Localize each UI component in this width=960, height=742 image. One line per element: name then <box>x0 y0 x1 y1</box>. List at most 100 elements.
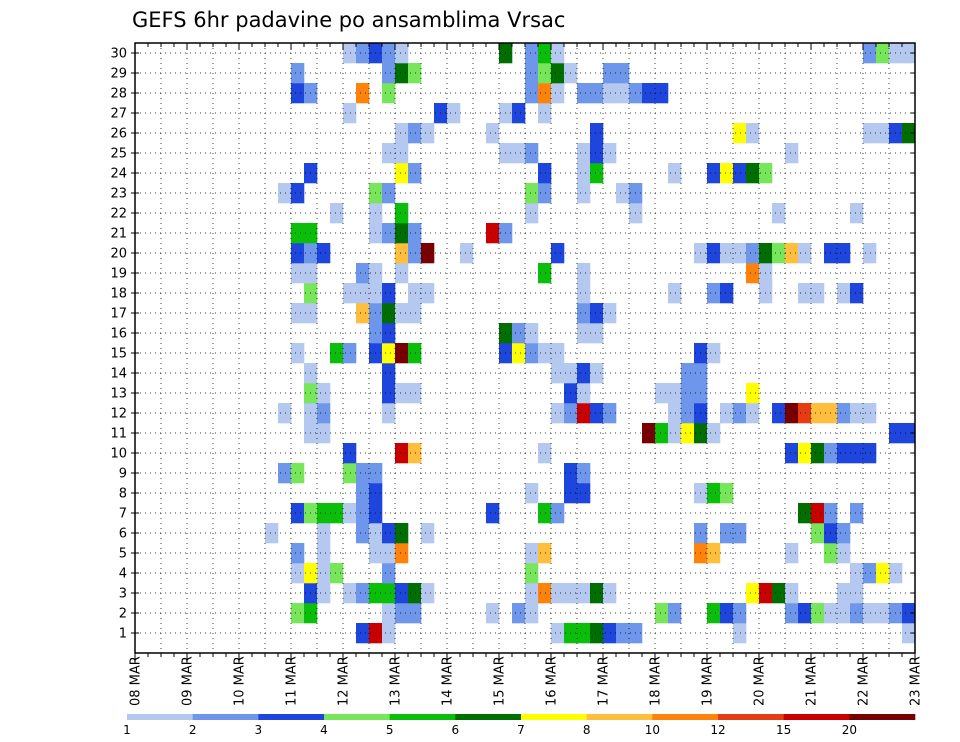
heatmap-cell <box>577 303 591 324</box>
heatmap-cell <box>577 583 591 604</box>
heatmap-cell <box>850 403 864 424</box>
heatmap-cell <box>291 83 305 104</box>
x-tick-label: 16 MAR <box>545 656 560 706</box>
heatmap-cell <box>798 503 812 524</box>
heatmap-cell <box>850 283 864 304</box>
heatmap-cell <box>538 183 552 204</box>
heatmap-cell <box>837 543 851 564</box>
heatmap-cell <box>291 603 305 624</box>
heatmap-cell <box>343 463 357 484</box>
heatmap-cell <box>577 323 591 344</box>
heatmap-cell <box>408 583 422 604</box>
heatmap-cell <box>538 163 552 184</box>
heatmap-cell <box>395 303 409 324</box>
y-tick-label: 2 <box>119 607 127 622</box>
legend-label: 15 <box>776 723 791 737</box>
heatmap-cell <box>317 423 331 444</box>
heatmap-cell <box>317 403 331 424</box>
heatmap-cell <box>811 403 825 424</box>
heatmap-cell <box>395 203 409 224</box>
heatmap-cell <box>343 443 357 464</box>
heatmap-cell <box>551 243 565 264</box>
heatmap-cell <box>317 383 331 404</box>
heatmap-cell <box>551 623 565 644</box>
heatmap-cell <box>356 523 370 544</box>
legend-label: 7 <box>517 723 525 737</box>
heatmap-cell <box>551 43 565 64</box>
heatmap-cell <box>642 423 656 444</box>
color-legend: 1 2 3 4 5 6 7 8 10 12 15 20 <box>123 714 916 737</box>
heatmap-cells <box>265 43 915 644</box>
heatmap-cell <box>785 443 799 464</box>
heatmap-cell <box>382 363 396 384</box>
heatmap-cell <box>525 603 539 624</box>
heatmap-cell <box>421 123 435 144</box>
y-tick-label: 20 <box>110 247 127 262</box>
legend-swatch <box>324 714 390 720</box>
heatmap-cell <box>746 383 760 404</box>
heatmap-cell <box>720 243 734 264</box>
legend-label: 2 <box>189 723 197 737</box>
heatmap-cell <box>863 603 877 624</box>
legend-swatch <box>521 714 587 720</box>
heatmap-cell <box>863 403 877 424</box>
heatmap-cell <box>512 103 526 124</box>
heatmap-cell <box>395 223 409 244</box>
heatmap-cell <box>395 163 409 184</box>
heatmap-cell <box>668 423 682 444</box>
heatmap-cell <box>850 443 864 464</box>
heatmap-cell <box>603 143 617 164</box>
heatmap-cell <box>577 383 591 404</box>
heatmap-cell <box>291 63 305 84</box>
heatmap-cell <box>551 63 565 84</box>
heatmap-cell <box>382 523 396 544</box>
heatmap-cell <box>408 243 422 264</box>
heatmap-cell <box>733 123 747 144</box>
heatmap-cell <box>525 203 539 224</box>
y-tick-label: 28 <box>110 87 127 102</box>
heatmap-cell <box>291 243 305 264</box>
y-tick-label: 14 <box>110 367 127 382</box>
heatmap-cell <box>876 123 890 144</box>
heatmap-cell <box>603 583 617 604</box>
heatmap-cell <box>382 303 396 324</box>
legend-label: 5 <box>386 723 394 737</box>
y-tick-label: 19 <box>110 267 127 282</box>
heatmap-cell <box>447 103 461 124</box>
x-tick-label: 22 MAR <box>857 656 872 706</box>
heatmap-cell <box>395 523 409 544</box>
heatmap-cell <box>343 503 357 524</box>
heatmap-cell <box>525 83 539 104</box>
heatmap-cell <box>551 503 565 524</box>
heatmap-cell <box>590 363 604 384</box>
heatmap-cell <box>590 143 604 164</box>
heatmap-cell <box>707 543 721 564</box>
y-tick-label: 22 <box>110 207 127 222</box>
legend-label: 3 <box>255 723 263 737</box>
heatmap-cell <box>486 503 500 524</box>
heatmap-cell <box>655 423 669 444</box>
heatmap-cell <box>382 223 396 244</box>
heatmap-cell <box>525 143 539 164</box>
heatmap-cell <box>811 443 825 464</box>
heatmap-cell <box>395 603 409 624</box>
heatmap-cell <box>837 283 851 304</box>
heatmap-cell <box>291 303 305 324</box>
heatmap-cell <box>551 363 565 384</box>
heatmap-cell <box>278 403 292 424</box>
heatmap-cell <box>343 583 357 604</box>
y-tick-label: 24 <box>110 167 127 182</box>
legend-swatch <box>258 714 325 720</box>
heatmap-cell <box>356 283 370 304</box>
heatmap-cell <box>720 603 734 624</box>
y-tick-label: 26 <box>110 127 127 142</box>
heatmap-cell <box>707 283 721 304</box>
heatmap-cell <box>551 583 565 604</box>
heatmap-cell <box>863 43 877 64</box>
heatmap-cell <box>616 63 630 84</box>
heatmap-cell <box>395 443 409 464</box>
heatmap-cell <box>343 283 357 304</box>
heatmap-cell <box>356 483 370 504</box>
heatmap-cell <box>395 123 409 144</box>
heatmap-cell <box>655 603 669 624</box>
